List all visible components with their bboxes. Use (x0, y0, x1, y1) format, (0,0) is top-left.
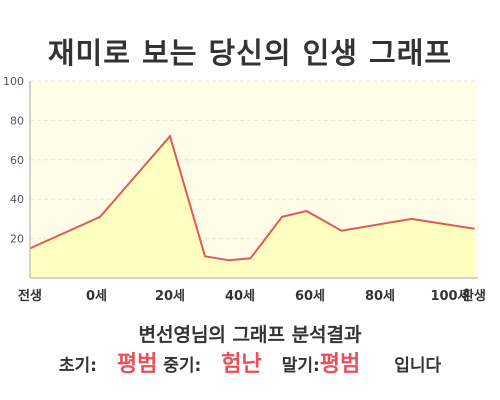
y-tick-label: 40 (10, 193, 24, 206)
summary-result: 초기: 평범 중기: 험난 말기:평범 입니다 (0, 346, 500, 378)
middle-label: 중기: (163, 356, 202, 376)
y-tick-label: 20 (10, 233, 24, 246)
x-tick-label: 100세 (430, 289, 469, 304)
y-tick-label: 60 (10, 154, 24, 167)
y-tick-label: 100 (3, 76, 24, 88)
page-title: 재미로 보는 당신의 인생 그래프 (47, 36, 453, 70)
middle-value: 험난 (221, 352, 262, 377)
summary-heading: 변선영님의 그래프 분석결과 (138, 324, 362, 346)
x-tick-label: 60세 (295, 289, 325, 304)
late-label: 말기: (281, 356, 320, 376)
y-tick-labels: 20 40 60 80 100 (3, 76, 24, 246)
x-tick-label: 환생 (462, 288, 486, 304)
series-line (29, 134, 475, 262)
x-tick-label: 80세 (365, 289, 395, 304)
x-tick-label: 전생 (18, 288, 42, 304)
y-tick-label: 80 (10, 114, 24, 127)
x-tick-label: 0세 (86, 289, 107, 304)
late-value: 평범 (319, 352, 361, 377)
early-label: 초기: (58, 356, 97, 376)
area-fill (30, 136, 475, 278)
early-value: 평범 (116, 352, 158, 377)
x-tick-label: 40세 (225, 289, 255, 304)
x-tick-label: 20세 (155, 289, 185, 304)
ending-text: 입니다 (394, 356, 442, 376)
